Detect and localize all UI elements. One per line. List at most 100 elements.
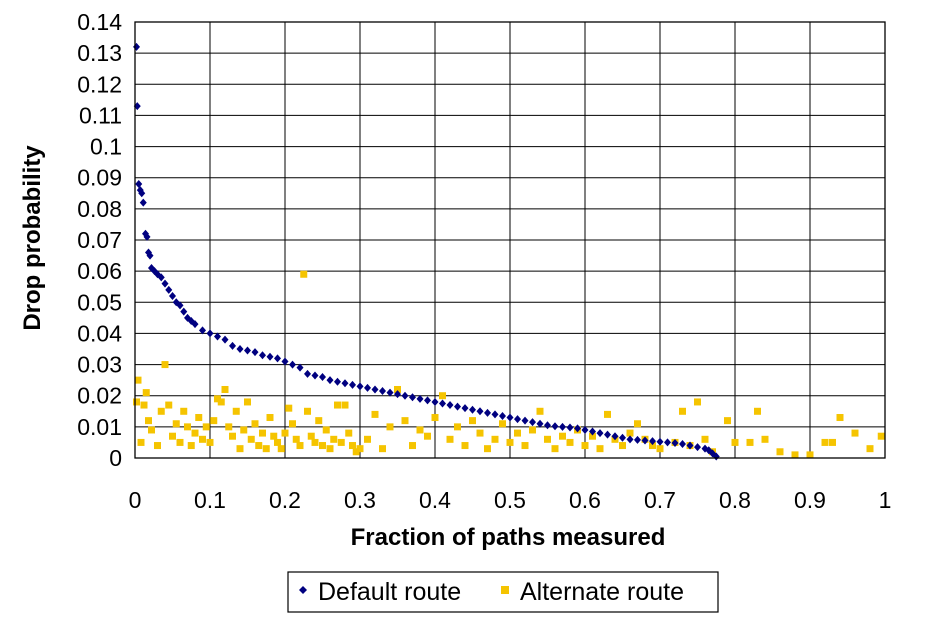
alternate-route-point: [161, 361, 169, 369]
alternate-route-point: [484, 445, 491, 453]
alternate-route-point: [172, 420, 180, 428]
alternate-route-point: [566, 438, 574, 446]
default-route-point: [521, 416, 529, 425]
alternate-route-point: [491, 435, 499, 443]
alternate-route-point: [140, 401, 148, 409]
default-route-point: [574, 424, 581, 433]
default-route-point: [266, 352, 274, 361]
default-route-point: [371, 385, 379, 394]
default-route-point: [634, 435, 641, 444]
alternate-route-point: [300, 270, 308, 278]
x-axis-title: Fraction of paths measured: [351, 524, 666, 551]
default-route-point: [356, 382, 364, 391]
alternate-route-point: [424, 432, 431, 440]
alternate-route-point: [145, 417, 152, 425]
default-route-point: [551, 422, 559, 431]
y-tick-label: 0.11: [79, 102, 122, 128]
alternate-route-point: [364, 435, 371, 443]
alternate-route-point: [439, 392, 446, 400]
default-route-point: [349, 380, 356, 389]
y-tick-label: 0.05: [77, 289, 122, 315]
alternate-route-point: [446, 435, 454, 443]
alternate-route-point: [315, 417, 323, 425]
alternate-route-point: [776, 448, 784, 456]
legend: Default route Alternate route: [287, 571, 719, 613]
alternate-route-point: [236, 445, 244, 453]
alternate-route-point: [277, 445, 285, 453]
alternate-route-point: [694, 398, 701, 406]
legend-marker-alternate-route: [501, 586, 509, 594]
alternate-route-point: [326, 445, 334, 453]
default-route-point: [281, 357, 289, 366]
alternate-route-point: [349, 442, 356, 450]
default-route-point: [484, 408, 491, 417]
default-route-point: [229, 341, 236, 350]
alternate-route-point: [829, 438, 836, 446]
alternate-route-point: [371, 410, 379, 418]
legend-label-default-route: Default route: [318, 578, 461, 606]
default-route-point: [424, 396, 431, 405]
default-route-point: [165, 285, 173, 294]
default-route-point: [686, 441, 694, 450]
alternate-route-point: [142, 389, 150, 397]
default-route-point: [409, 393, 416, 402]
alternate-route-point: [137, 438, 145, 446]
alternate-route-point: [148, 426, 155, 434]
default-route-point: [581, 425, 589, 434]
alternate-route-point: [274, 438, 281, 446]
alternate-route-point: [559, 432, 566, 440]
alternate-route-point: [529, 426, 536, 434]
default-route-point: [199, 326, 206, 335]
alternate-route-point: [394, 385, 401, 393]
default-route-point: [379, 387, 386, 396]
default-route-point: [656, 437, 664, 446]
alternate-route-point: [352, 448, 360, 456]
default-route-point: [589, 427, 596, 436]
alternate-route-point: [322, 426, 330, 434]
alternate-route-point: [626, 429, 634, 437]
alternate-route-point: [304, 407, 311, 415]
y-tick-label: 0.07: [77, 227, 122, 253]
x-tick-label: 0: [129, 487, 142, 513]
alternate-route-point: [634, 420, 641, 428]
alternate-route-point: [134, 376, 142, 384]
alternate-route-point: [544, 435, 551, 443]
alternate-route-point: [191, 429, 199, 437]
default-route-point: [514, 415, 521, 424]
alternate-route-point: [836, 414, 844, 422]
default-route-point: [566, 423, 574, 432]
x-tick-label: 0.4: [419, 487, 451, 513]
alternate-route-point: [157, 407, 165, 415]
default-route-point: [296, 363, 304, 372]
default-route-point: [191, 320, 199, 329]
alternate-route-point: [285, 404, 293, 412]
alternate-route-point: [821, 438, 829, 446]
alternate-route-point: [866, 445, 874, 453]
alternate-route-point: [461, 442, 469, 450]
default-route-point: [499, 411, 506, 420]
default-route-point: [536, 419, 544, 428]
y-tick-label: 0.1: [90, 134, 122, 160]
alternate-route-point: [619, 442, 626, 450]
default-route-point: [454, 402, 461, 411]
alternate-route-point: [210, 417, 218, 425]
default-route-point: [461, 404, 469, 413]
y-tick-label: 0: [109, 445, 122, 471]
alternate-route-point: [746, 438, 754, 446]
alternate-route-point: [217, 398, 225, 406]
alternate-route-point: [259, 429, 266, 437]
alternate-route-point: [281, 429, 289, 437]
default-route-point: [364, 383, 371, 392]
default-route-point: [476, 407, 484, 416]
default-route-point: [326, 376, 334, 385]
default-route-point: [334, 377, 341, 386]
default-route-point: [401, 391, 409, 400]
alternate-route-point: [240, 426, 248, 434]
alternate-route-point: [499, 420, 506, 428]
alternate-route-point: [581, 442, 589, 450]
default-route-point: [649, 437, 656, 446]
default-route-point: [138, 189, 146, 198]
series-default-route: [133, 42, 720, 461]
alternate-route-point: [551, 445, 559, 453]
